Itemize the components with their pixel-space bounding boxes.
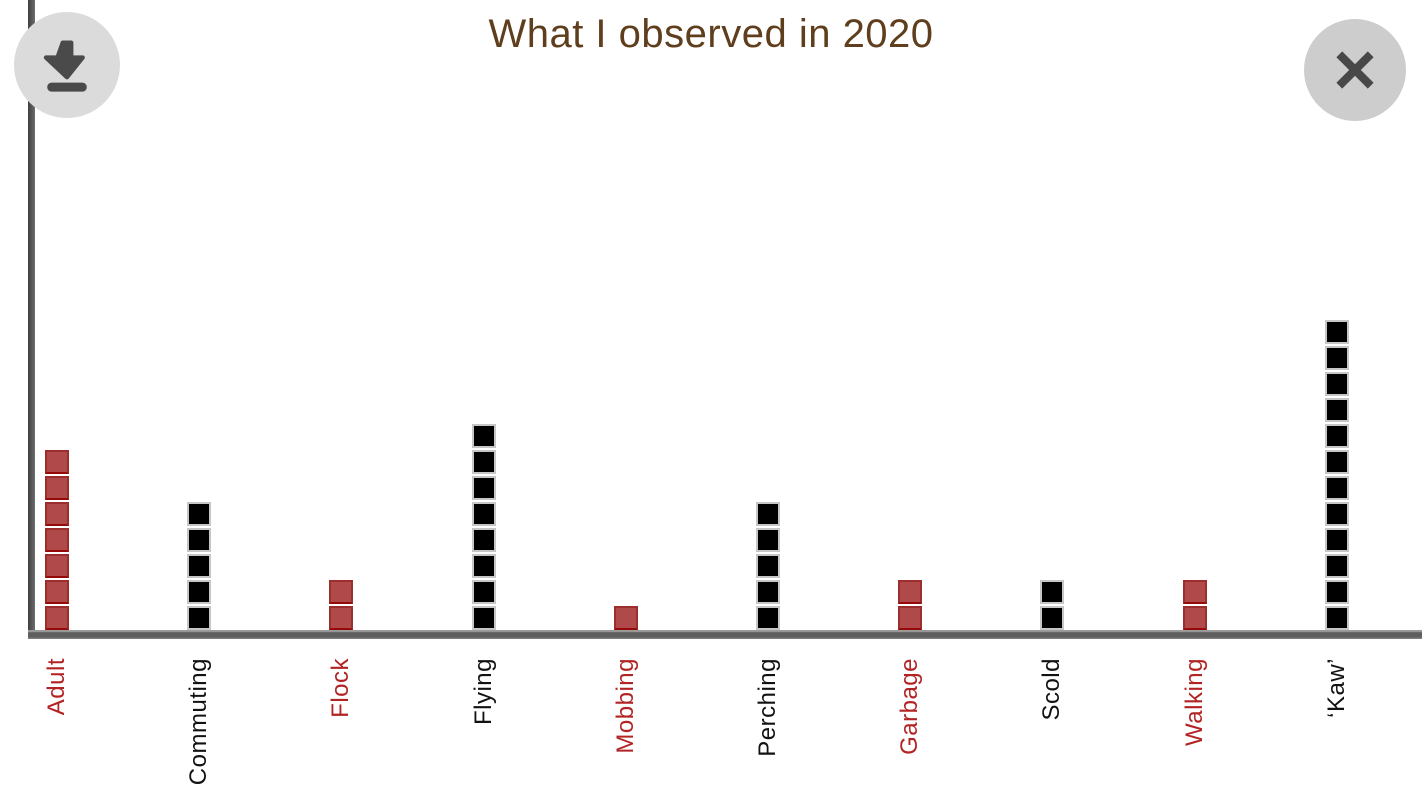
bar-mobbing: [613, 606, 638, 630]
close-icon: [1326, 41, 1384, 99]
unit-square: [187, 502, 212, 526]
chart-title: What I observed in 2020: [488, 12, 934, 56]
unit-square: [45, 528, 69, 552]
unit-square: [756, 502, 780, 526]
y-axis-line: [28, 0, 35, 639]
x-axis-label-mobbing: Mobbing: [611, 658, 639, 754]
bar-perching: [756, 502, 780, 630]
bar-garbage: [898, 580, 923, 630]
x-axis-label-kaw: ‘Kaw’: [1322, 658, 1350, 718]
unit-square: [471, 554, 496, 578]
unit-square: [45, 580, 69, 604]
unit-square: [471, 502, 496, 526]
unit-square: [756, 606, 780, 630]
x-axis-label-flying: Flying: [469, 658, 497, 726]
x-axis-label-scold: Scold: [1038, 658, 1066, 721]
bar-adult: [45, 450, 69, 630]
unit-square: [756, 580, 780, 604]
unit-square: [1040, 580, 1065, 604]
unit-square: [187, 606, 212, 630]
unit-square: [756, 528, 780, 552]
unit-square: [1324, 476, 1349, 500]
bar-kaw: [1324, 320, 1349, 630]
x-axis-label-box: Flock: [266, 658, 416, 800]
unit-square: [45, 554, 69, 578]
unit-square: [1182, 606, 1207, 630]
unit-square: [1324, 450, 1349, 474]
unit-square: [471, 476, 496, 500]
close-button[interactable]: [1304, 19, 1406, 121]
unit-square: [45, 606, 69, 630]
unit-square: [1324, 320, 1349, 344]
unit-square: [756, 554, 780, 578]
x-axis-label-box: Scold: [977, 658, 1127, 800]
unit-square: [471, 450, 496, 474]
x-axis-label-box: Perching: [693, 658, 843, 800]
x-axis-label-perching: Perching: [754, 658, 781, 757]
unit-square: [187, 554, 212, 578]
unit-square: [187, 580, 212, 604]
x-axis-label-box: Walking: [1120, 658, 1270, 800]
x-axis-label-box: Commuting: [124, 658, 274, 800]
x-axis-label-box: ‘Kaw’: [1262, 658, 1412, 800]
unit-square: [329, 606, 354, 630]
unit-square: [1324, 398, 1349, 422]
x-axis-label-box: Flying: [409, 658, 559, 800]
unit-square: [1040, 606, 1065, 630]
unit-square: [471, 528, 496, 552]
x-axis-label-walking: Walking: [1180, 658, 1208, 746]
bar-commuting: [187, 502, 212, 630]
download-button[interactable]: [14, 12, 120, 118]
unit-square: [45, 450, 69, 474]
x-axis-label-box: Adult: [0, 658, 132, 800]
unit-square: [898, 580, 923, 604]
bar-flock: [329, 580, 354, 630]
unit-square: [613, 606, 638, 630]
bar-walking: [1182, 580, 1207, 630]
unit-square: [45, 502, 69, 526]
unit-square: [471, 580, 496, 604]
unit-square: [898, 606, 923, 630]
x-axis-label-box: Mobbing: [551, 658, 701, 800]
unit-square: [1324, 372, 1349, 396]
unit-square: [1324, 424, 1349, 448]
x-axis-label-garbage: Garbage: [896, 658, 924, 755]
x-axis-label-flock: Flock: [327, 658, 355, 718]
bar-flying: [471, 424, 496, 630]
unit-square: [1324, 554, 1349, 578]
unit-square: [471, 424, 496, 448]
unit-square: [1324, 502, 1349, 526]
download-icon: [35, 33, 99, 97]
unit-square: [1324, 606, 1349, 630]
x-axis-line: [28, 630, 1422, 639]
unit-square: [1324, 346, 1349, 370]
unit-square: [45, 476, 69, 500]
x-axis-label-adult: Adult: [43, 658, 70, 716]
unit-square: [187, 528, 212, 552]
unit-square: [1324, 528, 1349, 552]
bar-scold: [1040, 580, 1065, 630]
unit-square: [1182, 580, 1207, 604]
unit-square: [329, 580, 354, 604]
unit-square: [471, 606, 496, 630]
x-axis-label-commuting: Commuting: [185, 658, 213, 786]
unit-square: [1324, 580, 1349, 604]
x-axis-label-box: Garbage: [835, 658, 985, 800]
